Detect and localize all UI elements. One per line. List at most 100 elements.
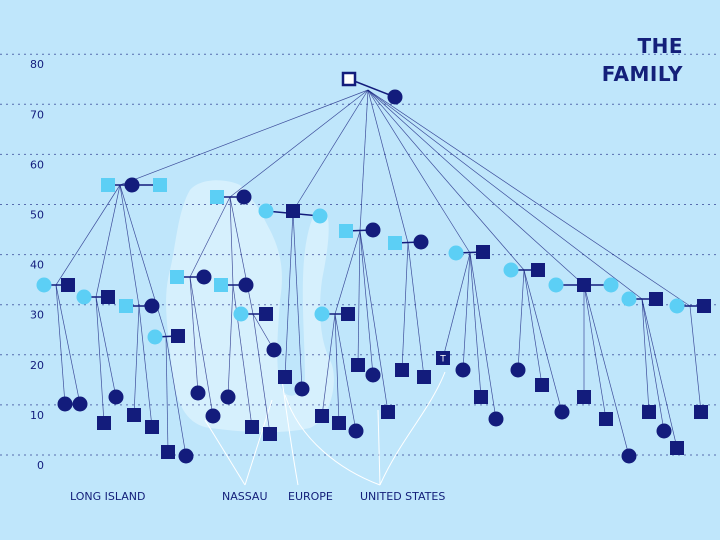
region-shape <box>166 180 334 433</box>
female <box>108 389 124 405</box>
female <box>669 298 685 314</box>
link <box>462 252 471 371</box>
link <box>367 89 585 286</box>
female <box>314 306 330 322</box>
title: THE FAMILY <box>601 34 683 86</box>
male <box>395 363 409 377</box>
female <box>266 342 282 358</box>
link <box>229 196 234 286</box>
male <box>535 378 549 392</box>
male <box>161 445 175 459</box>
person-label: T <box>439 355 446 365</box>
male <box>101 178 115 192</box>
female <box>236 189 252 205</box>
link <box>189 276 199 394</box>
link <box>641 298 665 432</box>
female <box>413 234 429 250</box>
region-label: EUROPE <box>288 490 333 503</box>
link <box>583 284 630 457</box>
male <box>245 420 259 434</box>
female <box>503 262 519 278</box>
female <box>258 203 274 219</box>
link <box>189 276 214 417</box>
male <box>474 390 488 404</box>
link <box>119 184 167 337</box>
link <box>95 296 105 424</box>
male <box>599 412 613 426</box>
y-tick-label: 50 <box>30 209 44 222</box>
female <box>455 362 471 378</box>
male <box>694 405 708 419</box>
female <box>57 396 73 412</box>
female <box>124 177 140 193</box>
female <box>294 381 310 397</box>
male <box>315 409 329 423</box>
region-label: LONG ISLAND <box>70 490 145 503</box>
link <box>523 269 543 386</box>
male <box>278 370 292 384</box>
link <box>357 230 361 366</box>
link <box>95 184 121 298</box>
link <box>359 89 369 232</box>
pointer <box>284 394 381 486</box>
male <box>170 270 184 284</box>
link <box>165 335 169 453</box>
link <box>284 210 294 378</box>
root-person <box>341 71 357 87</box>
female <box>510 362 526 378</box>
male <box>417 370 431 384</box>
y-tick-label: 60 <box>30 158 44 171</box>
link <box>229 89 369 198</box>
link <box>401 242 409 371</box>
female <box>220 389 236 405</box>
female <box>178 448 194 464</box>
male <box>341 307 355 321</box>
female <box>548 277 564 293</box>
couple-link <box>348 78 396 98</box>
y-tick-label: 20 <box>30 359 44 372</box>
female <box>621 448 637 464</box>
link <box>227 284 234 398</box>
link <box>359 230 389 413</box>
female <box>554 404 570 420</box>
male <box>351 358 365 372</box>
link <box>55 284 66 405</box>
link <box>442 252 471 359</box>
male <box>145 420 159 434</box>
link <box>55 184 121 286</box>
pointer <box>281 379 299 486</box>
link <box>359 230 374 376</box>
pointer <box>379 371 446 486</box>
link <box>469 252 482 398</box>
region-label: UNITED STATES <box>360 490 445 503</box>
male <box>697 299 711 313</box>
female <box>72 396 88 412</box>
link <box>119 184 140 307</box>
female <box>190 385 206 401</box>
link <box>469 252 497 420</box>
female <box>656 423 672 439</box>
link <box>292 89 369 212</box>
link <box>367 89 409 244</box>
link <box>55 284 81 405</box>
labeled-person <box>436 351 450 365</box>
female <box>36 277 52 293</box>
male <box>263 427 277 441</box>
link <box>334 313 357 432</box>
male <box>61 278 75 292</box>
link <box>334 313 340 424</box>
male <box>476 245 490 259</box>
link <box>119 89 369 186</box>
link <box>641 298 678 449</box>
link <box>292 210 303 390</box>
female <box>147 329 163 345</box>
female <box>348 423 364 439</box>
link <box>523 269 563 413</box>
female <box>205 408 221 424</box>
male <box>332 416 346 430</box>
male <box>642 405 656 419</box>
link <box>641 298 650 413</box>
link <box>583 284 607 420</box>
